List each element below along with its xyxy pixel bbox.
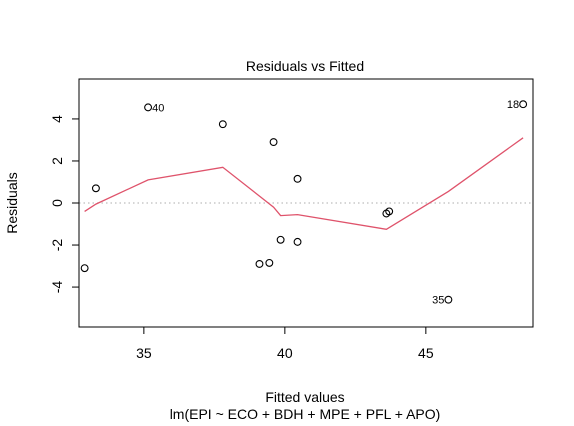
data-point — [144, 103, 153, 112]
data-point — [293, 237, 302, 246]
data-point — [385, 207, 394, 216]
model-formula: lm(EPI ~ ECO + BDH + MPE + PFL + APO) — [170, 406, 441, 422]
data-point — [293, 174, 302, 183]
data-point — [218, 120, 227, 129]
x-tick-label: 35 — [136, 345, 152, 361]
data-point — [444, 295, 453, 304]
y-axis: -4 -2 0 2 4 — [49, 115, 80, 294]
data-point — [265, 258, 274, 267]
data-point — [255, 259, 264, 268]
data-point — [276, 235, 285, 244]
x-axis-label: Fitted values — [265, 389, 344, 405]
point-label: 35 — [432, 295, 444, 307]
y-tick-label: 2 — [49, 157, 65, 165]
data-point — [80, 264, 89, 273]
data-point — [269, 138, 278, 147]
y-tick-label: -4 — [49, 281, 65, 294]
y-tick-label: -2 — [49, 239, 65, 252]
smooth-line — [84, 137, 524, 230]
y-tick-label: 0 — [49, 199, 65, 207]
x-axis: 35 40 45 — [136, 326, 434, 361]
point-label: 40 — [152, 102, 164, 114]
x-tick-label: 40 — [277, 345, 293, 361]
y-tick-label: 4 — [49, 115, 65, 123]
data-point — [519, 100, 528, 109]
point-label: 18 — [507, 99, 519, 111]
chart-title: Residuals vs Fitted — [246, 58, 364, 74]
data-points: 40 35 18 — [80, 99, 528, 307]
y-axis-label: Residuals — [4, 172, 20, 233]
x-tick-label: 45 — [418, 345, 434, 361]
data-point — [91, 184, 100, 193]
